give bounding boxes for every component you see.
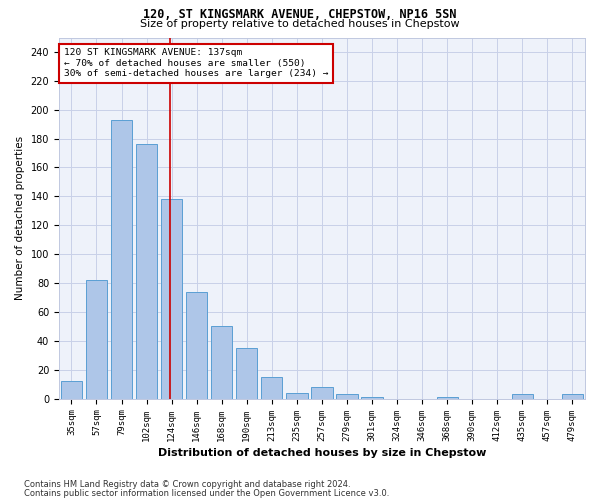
Text: 120 ST KINGSMARK AVENUE: 137sqm
← 70% of detached houses are smaller (550)
30% o: 120 ST KINGSMARK AVENUE: 137sqm ← 70% of… bbox=[64, 48, 329, 78]
Bar bbox=[286, 393, 308, 398]
Bar bbox=[236, 348, 257, 399]
Bar bbox=[136, 144, 157, 398]
Bar bbox=[161, 200, 182, 398]
Bar bbox=[111, 120, 132, 398]
Bar bbox=[562, 394, 583, 398]
Bar bbox=[186, 292, 208, 399]
Bar bbox=[512, 394, 533, 398]
Bar bbox=[86, 280, 107, 398]
Bar bbox=[211, 326, 232, 398]
X-axis label: Distribution of detached houses by size in Chepstow: Distribution of detached houses by size … bbox=[158, 448, 486, 458]
Bar bbox=[337, 394, 358, 398]
Bar bbox=[361, 397, 383, 398]
Bar bbox=[261, 377, 283, 398]
Text: Contains public sector information licensed under the Open Government Licence v3: Contains public sector information licen… bbox=[24, 488, 389, 498]
Bar bbox=[61, 382, 82, 398]
Text: Contains HM Land Registry data © Crown copyright and database right 2024.: Contains HM Land Registry data © Crown c… bbox=[24, 480, 350, 489]
Text: 120, ST KINGSMARK AVENUE, CHEPSTOW, NP16 5SN: 120, ST KINGSMARK AVENUE, CHEPSTOW, NP16… bbox=[143, 8, 457, 20]
Text: Size of property relative to detached houses in Chepstow: Size of property relative to detached ho… bbox=[140, 19, 460, 29]
Bar bbox=[311, 387, 332, 398]
Y-axis label: Number of detached properties: Number of detached properties bbox=[15, 136, 25, 300]
Bar bbox=[437, 397, 458, 398]
